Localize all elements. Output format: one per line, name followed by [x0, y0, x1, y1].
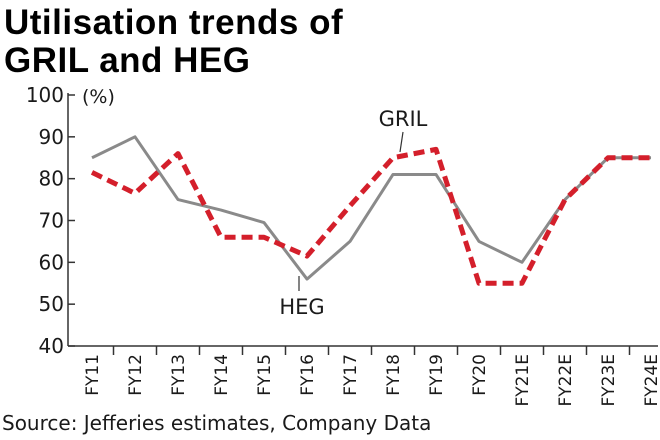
- x-tick-label: FY22E: [556, 354, 576, 407]
- annotation-leader: [399, 131, 404, 153]
- x-tick-label: FY21E: [513, 354, 533, 407]
- x-tick-label: FY14: [212, 354, 232, 396]
- x-tick-label: FY20: [470, 354, 490, 396]
- x-tick-label: FY12: [126, 354, 146, 396]
- x-tick-label: FY17: [341, 354, 361, 396]
- title-line-2: GRIL and HEG: [4, 41, 251, 80]
- x-tick-label: FY24E: [642, 354, 660, 407]
- series-line-heg: [90, 146, 651, 286]
- unit-label: (%): [82, 86, 115, 108]
- source-note: Source: Jefferies estimates, Company Dat…: [2, 411, 432, 435]
- x-tick-label: FY16: [298, 354, 318, 396]
- line-chart: 100 90 80 70 60 50 40 FY11 FY12 FY13 FY14 FY15 FY16 F…: [26, 83, 660, 407]
- y-tick-label: 50: [39, 292, 64, 316]
- x-tick-label: FY18: [384, 354, 404, 396]
- chart-title: Utilisation trends of GRIL and HEG: [4, 4, 654, 80]
- x-tick-label: FY15: [255, 354, 275, 396]
- x-tick-label: FY11: [83, 354, 103, 396]
- y-tick-label: 100: [26, 83, 64, 107]
- x-tick-label: FY23E: [599, 354, 619, 407]
- annotation-heg: HEG: [279, 295, 324, 319]
- y-tick-label: 60: [39, 250, 64, 274]
- title-line-1: Utilisation trends of: [4, 3, 344, 42]
- y-tick-label: 90: [39, 125, 64, 149]
- y-tick-label: 40: [39, 334, 64, 358]
- series-line-gril: [91, 135, 651, 281]
- x-tick-label: FY13: [169, 354, 189, 396]
- y-tick-label: 80: [39, 167, 64, 191]
- x-tick-label: FY19: [427, 354, 447, 396]
- y-tick-label: 70: [39, 209, 64, 233]
- annotation-gril: GRIL: [379, 107, 428, 131]
